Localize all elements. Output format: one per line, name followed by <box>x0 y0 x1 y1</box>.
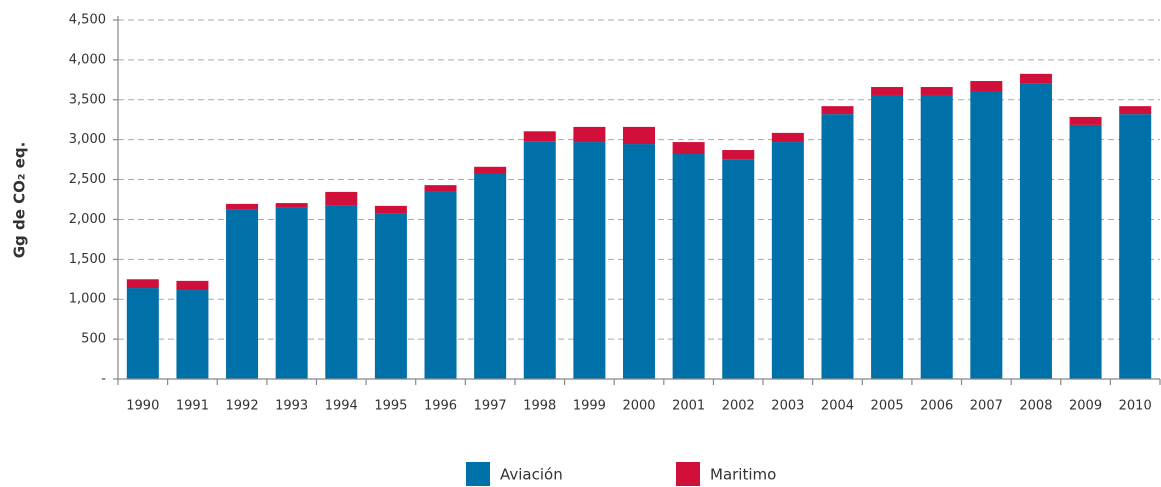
legend-label: Maritimo <box>710 466 776 484</box>
bar-segment <box>176 280 209 291</box>
bar-segment <box>970 91 1003 379</box>
bar-segment <box>771 142 804 379</box>
y-tick-label: 1,000 <box>69 292 106 307</box>
x-tick-label: 2009 <box>1069 399 1102 414</box>
bar-segment <box>1069 116 1102 125</box>
bar-segment <box>672 154 705 379</box>
bar-segment <box>275 203 308 208</box>
bar-segment <box>474 166 507 174</box>
y-tick-label: 2,500 <box>69 172 106 187</box>
x-tick-label: 2003 <box>771 399 804 414</box>
bar-segment <box>374 213 407 379</box>
bar-segment <box>722 159 755 379</box>
bar-segment <box>771 132 804 143</box>
x-tick-label: 2000 <box>622 399 655 414</box>
x-tick-label: 1995 <box>374 399 407 414</box>
x-tick-label: 1996 <box>424 399 457 414</box>
y-tick-label: 4,000 <box>69 52 106 67</box>
bar-segment <box>523 141 556 379</box>
x-tick-label: 1990 <box>126 399 159 414</box>
bar-segment <box>573 142 606 379</box>
bar-segment <box>374 205 407 214</box>
x-tick-label: 1999 <box>573 399 606 414</box>
x-tick-label: 1994 <box>325 399 358 414</box>
x-tick-label: 2010 <box>1119 399 1152 414</box>
legend-swatch <box>676 462 700 486</box>
bar-segment <box>226 209 259 379</box>
bar-segment <box>821 106 854 115</box>
bar-segment <box>722 150 755 160</box>
x-tick-label: 1998 <box>523 399 556 414</box>
x-tick-label: 1997 <box>474 399 507 414</box>
bar-segment <box>871 94 904 379</box>
bar-segment <box>424 191 457 379</box>
x-tick-label: 2001 <box>672 399 705 414</box>
bar-segment <box>821 114 854 379</box>
bar-segment <box>920 87 953 95</box>
bar-segment <box>275 207 308 379</box>
y-tick-label: - <box>101 372 106 387</box>
bar-segment <box>1069 124 1102 379</box>
bar-segment <box>871 87 904 95</box>
y-tick-label: 2,000 <box>69 212 106 227</box>
bar-segment <box>573 126 606 143</box>
bar-segment <box>623 126 655 145</box>
bar-segment <box>523 131 556 142</box>
bar-segment <box>226 203 259 210</box>
x-tick-label: 1993 <box>275 399 308 414</box>
legend-swatch <box>466 462 490 486</box>
y-tick-label: 3,000 <box>69 132 106 147</box>
y-axis-label: Gg de CO₂ eq. <box>11 142 29 259</box>
bar-segment <box>1019 73 1052 84</box>
x-tick-label: 2002 <box>722 399 755 414</box>
bar-segment <box>1119 114 1152 379</box>
bar-segment <box>920 94 953 379</box>
bar-segment <box>623 144 655 379</box>
bar-segment <box>325 205 358 379</box>
bar-segment <box>126 279 159 289</box>
bar-segment <box>424 185 457 192</box>
y-tick-label: 4,500 <box>69 13 106 28</box>
bar-segment <box>970 81 1003 92</box>
x-tick-label: 1991 <box>176 399 209 414</box>
x-tick-label: 2005 <box>871 399 904 414</box>
y-tick-label: 3,500 <box>69 92 106 107</box>
x-tick-label: 2008 <box>1019 399 1052 414</box>
x-tick-label: 1992 <box>226 399 259 414</box>
bar-segment <box>474 173 507 379</box>
x-tick-label: 2004 <box>821 399 854 414</box>
bar-segment <box>176 290 209 379</box>
bar-segment <box>325 191 358 206</box>
legend-label: Aviación <box>500 466 563 484</box>
y-tick-label: 1,500 <box>69 252 106 267</box>
x-tick-label: 2007 <box>970 399 1003 414</box>
bar-segment <box>126 288 159 379</box>
bar-segment <box>1119 106 1152 115</box>
bar-segment <box>672 142 705 155</box>
bar-segment <box>1019 83 1052 380</box>
y-tick-label: 500 <box>81 332 106 347</box>
x-tick-label: 2006 <box>920 399 953 414</box>
